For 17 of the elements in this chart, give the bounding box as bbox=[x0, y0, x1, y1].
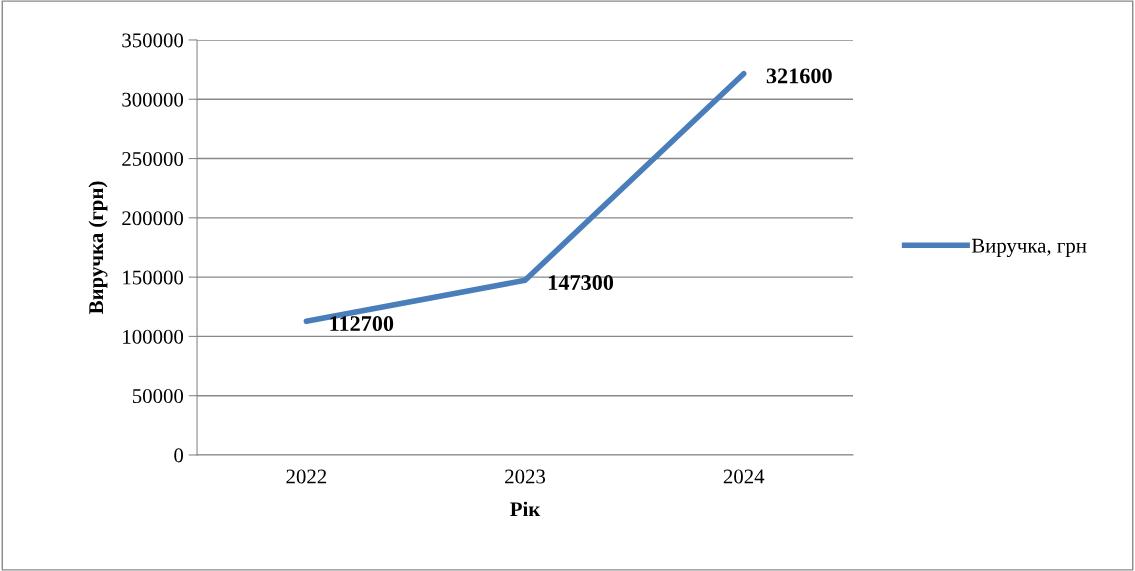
y-tick-label: 300000 bbox=[122, 92, 184, 107]
x-tick-label: 2022 bbox=[286, 469, 327, 484]
data-label: 147300 bbox=[549, 275, 614, 291]
y-axis-title: Виручка (грн) bbox=[88, 181, 108, 314]
y-tick-label: 100000 bbox=[123, 329, 184, 344]
legend-label: Виручка, грн bbox=[971, 238, 1087, 258]
data-label: 112700 bbox=[330, 316, 394, 332]
y-tick-label: 50000 bbox=[132, 389, 184, 404]
data-label: 321600 bbox=[766, 68, 832, 84]
x-tick-label: 2023 bbox=[505, 469, 546, 484]
y-tick-label: 350000 bbox=[122, 33, 184, 48]
y-tick-label: 200000 bbox=[122, 211, 184, 226]
y-tick-label: 250000 bbox=[122, 151, 184, 166]
x-axis-title: Рік bbox=[510, 501, 541, 517]
y-tick-label: 0 bbox=[174, 448, 184, 463]
y-tick-label: 150000 bbox=[123, 270, 184, 285]
x-tick-label: 2024 bbox=[723, 469, 765, 484]
